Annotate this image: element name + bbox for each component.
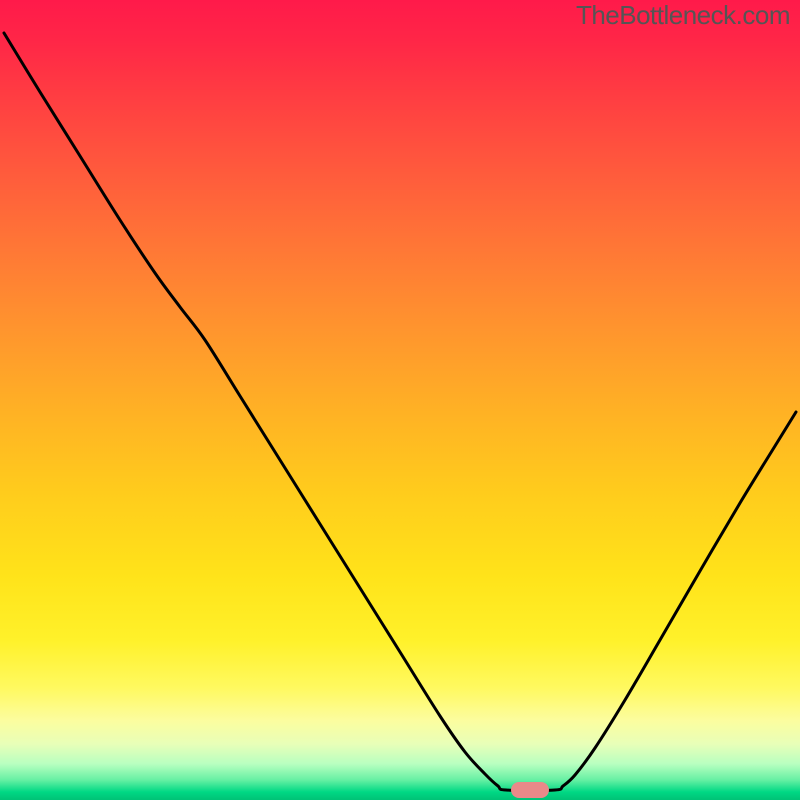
chart-background-gradient [0, 0, 800, 800]
bottleneck-chart: TheBottleneck.com [0, 0, 800, 800]
